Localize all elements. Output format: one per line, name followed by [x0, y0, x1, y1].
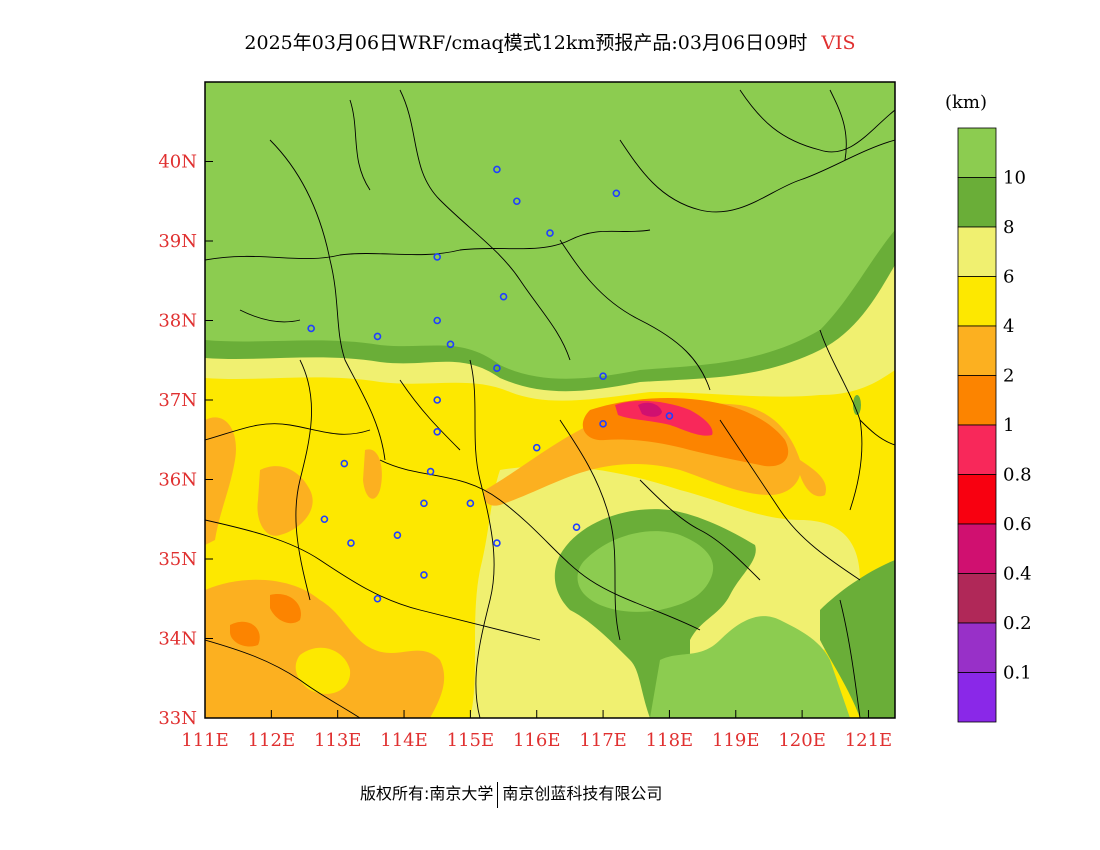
city-marker-icon [599, 420, 607, 428]
legend-label: 0.6 [1003, 514, 1032, 535]
legend-label: 2 [1003, 366, 1014, 387]
legend-swatch [957, 226, 997, 277]
city-marker-icon [373, 332, 382, 341]
city-marker-icon [433, 427, 442, 436]
legend-swatch [957, 276, 997, 327]
legend-swatch [957, 474, 997, 525]
footer-right: 南京创蓝科技有限公司 [502, 784, 663, 803]
city-marker-icon [513, 197, 521, 206]
legend-swatch [957, 672, 997, 723]
city-marker-icon [499, 292, 508, 301]
city-marker-icon [393, 531, 402, 539]
city-marker-icon [307, 324, 315, 333]
y-tick-label: 38N [158, 311, 197, 332]
x-tick-label: 115E [447, 730, 495, 751]
city-marker-icon [347, 539, 355, 547]
band-4-west [205, 417, 236, 545]
city-marker-icon [433, 253, 442, 261]
x-tick-label: 120E [778, 730, 826, 751]
legend-label: 0.8 [1003, 465, 1032, 486]
legend-label: 0.2 [1003, 613, 1032, 634]
chart-title: 2025年03月06日WRF/cmaq模式12km预报产品:03月06日09时 V… [0, 28, 1100, 55]
band-1 [615, 400, 713, 436]
x-tick-label: 121E [845, 730, 893, 751]
y-axis: 33N 34N 35N 36N 37N 38N 39N 40N [158, 152, 213, 729]
legend-label: 4 [1003, 316, 1014, 337]
x-tick-label: 117E [579, 730, 627, 751]
legend-label: 10 [1003, 168, 1026, 189]
legend-label: 6 [1003, 267, 1014, 288]
city-markers [307, 165, 674, 603]
y-tick-label: 33N [158, 708, 197, 729]
legend-swatch [957, 523, 997, 574]
city-marker-icon [572, 523, 581, 532]
band-06 [638, 402, 662, 417]
legend-unit: (km) [945, 92, 987, 113]
city-marker-icon [466, 499, 475, 508]
x-tick-label: 118E [646, 730, 694, 751]
city-marker-icon [420, 499, 428, 508]
x-tick-label: 114E [380, 730, 428, 751]
title-variable: VIS [821, 32, 856, 54]
city-marker-icon [433, 316, 442, 325]
footer-separator [497, 781, 499, 808]
y-tick-label: 39N [158, 231, 197, 252]
legend-swatch [957, 573, 997, 624]
city-marker-icon [612, 189, 621, 198]
y-tick-label: 40N [158, 152, 197, 173]
legend-swatch [957, 622, 997, 673]
city-marker-icon [426, 467, 435, 476]
city-marker-icon [420, 571, 428, 579]
boundary-layer [205, 89, 895, 718]
legend-label: 8 [1003, 217, 1014, 238]
footer-left: 版权所有:南京大学 [360, 784, 494, 803]
legend-label: 0.4 [1003, 564, 1032, 585]
city-marker-icon [599, 372, 607, 380]
city-marker-icon [532, 443, 541, 452]
city-marker-icon [446, 340, 455, 349]
y-tick-label: 36N [158, 470, 197, 491]
city-marker-icon [320, 515, 329, 524]
city-marker-icon [493, 539, 501, 547]
x-tick-label: 113E [314, 730, 362, 751]
x-tick-label: 119E [712, 730, 760, 751]
legend-swatch [957, 424, 997, 475]
legend-swatch [957, 375, 997, 426]
legend-label: 0.1 [1003, 663, 1032, 684]
city-marker-icon [340, 459, 349, 468]
title-main: 2025年03月06日WRF/cmaq模式12km预报产品:03月06日09时 [244, 32, 808, 54]
field-layer [205, 82, 895, 718]
legend-swatch [957, 325, 997, 376]
city-marker-icon [493, 165, 501, 174]
color-legend: 10 8 6 4 2 1 0.8 0.6 0.4 0.2 0.1 [957, 127, 1032, 723]
city-marker-icon [665, 412, 674, 420]
y-tick-label: 34N [158, 629, 197, 650]
city-marker-icon [373, 594, 382, 603]
copyright-footer: 版权所有:南京大学 南京创蓝科技有限公司 [360, 780, 662, 808]
x-axis: 111E 112E 113E 114E 115E 116E 117E 118E 119E 120E… [181, 710, 892, 751]
x-tick-label: 116E [513, 730, 561, 751]
city-marker-icon [433, 396, 442, 404]
legend-swatch [957, 127, 997, 178]
y-tick-label: 35N [158, 549, 197, 570]
x-tick-label: 111E [181, 730, 229, 751]
city-marker-icon [546, 229, 554, 237]
legend-label: 1 [1003, 415, 1014, 436]
x-tick-label: 112E [248, 730, 296, 751]
y-tick-label: 37N [158, 390, 197, 411]
city-marker-icon [493, 364, 501, 373]
legend-swatch [957, 177, 997, 228]
